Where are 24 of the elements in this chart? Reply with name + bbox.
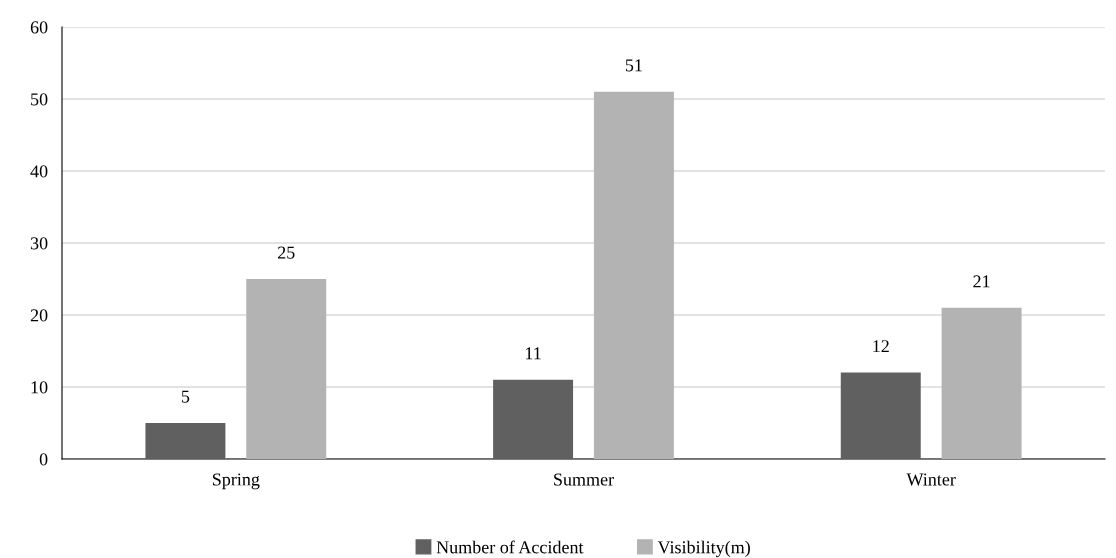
legend-label: Visibility(m)	[657, 540, 750, 558]
bar	[493, 379, 574, 459]
x-tick-label: Summer	[554, 473, 614, 486]
bar	[145, 423, 226, 459]
y-tick-label: 0	[39, 453, 48, 466]
bar	[593, 91, 674, 459]
bar	[840, 372, 921, 459]
legend-label: Number of Accident	[436, 540, 584, 554]
y-tick-label: 60	[30, 21, 48, 34]
y-tick-label: 10	[31, 381, 48, 394]
y-tick-label: 30	[30, 237, 48, 250]
data-label: 51	[625, 59, 642, 72]
y-tick-label: 40	[30, 165, 48, 178]
data-label: 12	[873, 340, 889, 353]
x-tick-label: Spring	[212, 473, 260, 490]
bar	[246, 279, 327, 459]
bar	[941, 307, 1022, 459]
x-tick-label: Winter	[906, 473, 956, 486]
y-tick-label: 20	[30, 309, 48, 322]
data-label: 21	[973, 275, 990, 288]
data-label: 11	[525, 347, 541, 360]
y-tick-label: 50	[31, 93, 48, 106]
data-label: 25	[278, 246, 295, 259]
data-label: 5	[181, 390, 190, 403]
